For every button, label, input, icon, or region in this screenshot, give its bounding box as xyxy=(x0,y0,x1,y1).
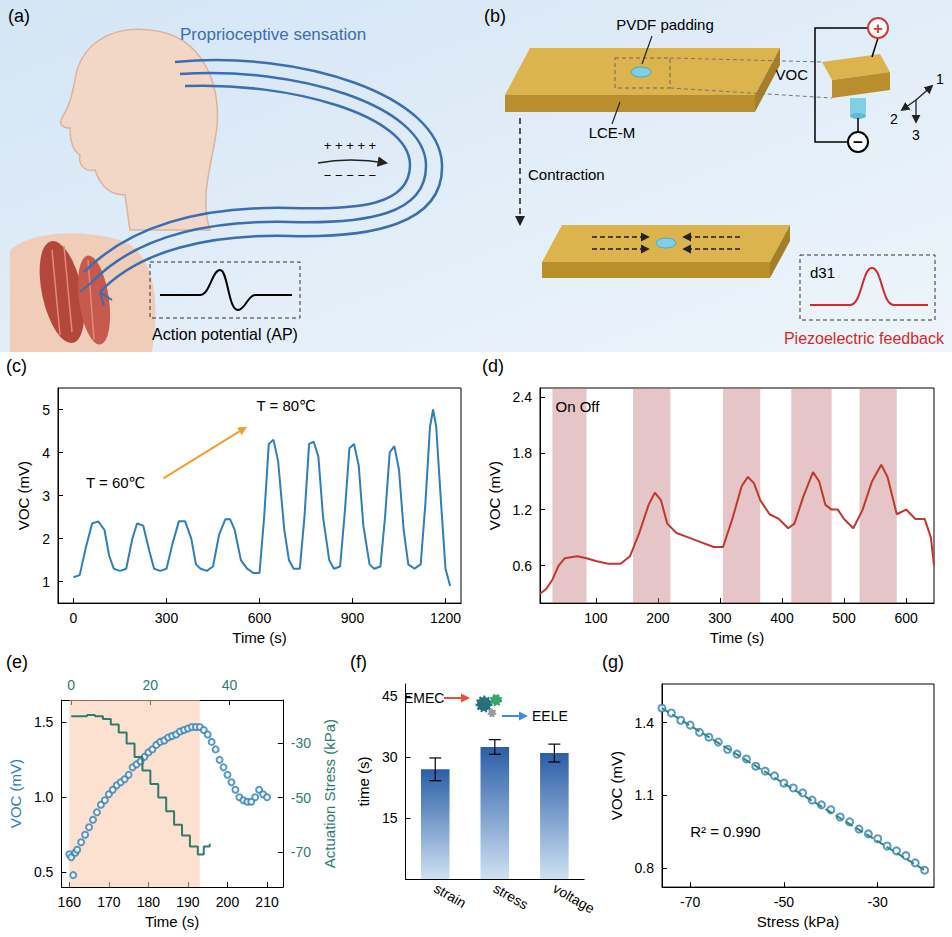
svg-text:PVDF padding: PVDF padding xyxy=(616,16,714,33)
svg-text:1.2: 1.2 xyxy=(513,502,533,518)
svg-text:Actuation Stress (kPa): Actuation Stress (kPa) xyxy=(321,719,338,868)
svg-text:Proprioceptive sensation: Proprioceptive sensation xyxy=(180,25,366,44)
svg-text:2: 2 xyxy=(42,531,50,547)
svg-text:Piezoelectric feedback: Piezoelectric feedback xyxy=(784,330,945,347)
svg-text:-70: -70 xyxy=(291,844,311,860)
svg-text:180: 180 xyxy=(137,894,161,910)
svg-text:0.8: 0.8 xyxy=(635,860,655,876)
svg-text:200: 200 xyxy=(216,894,240,910)
svg-text:1: 1 xyxy=(42,574,50,590)
svg-text:R² = 0.990: R² = 0.990 xyxy=(690,823,760,840)
svg-text:On Off: On Off xyxy=(556,398,601,415)
svg-text:1.4: 1.4 xyxy=(635,715,655,731)
html-text:(g): (g) xyxy=(602,652,624,672)
svg-text:400: 400 xyxy=(770,610,794,626)
svg-text:VOC: VOC xyxy=(775,66,808,83)
svg-text:1.8: 1.8 xyxy=(513,445,533,461)
svg-text:EMEC: EMEC xyxy=(404,690,444,706)
svg-text:20: 20 xyxy=(143,677,159,693)
svg-text:3: 3 xyxy=(42,488,50,504)
svg-text:(a): (a) xyxy=(8,6,30,26)
svg-text:T = 80℃: T = 80℃ xyxy=(256,397,316,414)
svg-text:time (s): time (s) xyxy=(355,757,372,807)
svg-text:4: 4 xyxy=(42,445,50,461)
svg-text:voltage: voltage xyxy=(550,880,597,917)
svg-text:0.6: 0.6 xyxy=(513,558,533,574)
svg-text:-30: -30 xyxy=(291,735,311,751)
svg-text:EELE: EELE xyxy=(532,708,568,724)
html-text:(d): (d) xyxy=(482,356,504,376)
html-text:(c): (c) xyxy=(6,356,27,376)
svg-text:T = 60℃: T = 60℃ xyxy=(86,474,146,491)
svg-text:300: 300 xyxy=(155,610,179,626)
svg-text:VOC (mV): VOC (mV) xyxy=(608,751,625,820)
html-text:(f): (f) xyxy=(350,652,367,672)
svg-text:+ + + + +: + + + + + xyxy=(324,138,376,153)
svg-text:3: 3 xyxy=(912,127,920,143)
svg-text:190: 190 xyxy=(176,894,200,910)
svg-text:LCE-M: LCE-M xyxy=(589,124,636,141)
svg-text:500: 500 xyxy=(832,610,856,626)
svg-text:300: 300 xyxy=(708,610,732,626)
svg-text:1.5: 1.5 xyxy=(34,714,54,730)
svg-text:+: + xyxy=(873,19,883,38)
svg-text:-50: -50 xyxy=(291,790,311,806)
svg-text:1200: 1200 xyxy=(430,610,461,626)
svg-text:d31: d31 xyxy=(810,264,835,281)
svg-text:15: 15 xyxy=(382,810,398,826)
svg-text:2.4: 2.4 xyxy=(513,389,533,405)
svg-text:Contraction: Contraction xyxy=(528,166,605,183)
svg-text:0.5: 0.5 xyxy=(34,864,54,880)
svg-text:160: 160 xyxy=(58,894,82,910)
svg-text:0: 0 xyxy=(70,610,78,626)
svg-text:Time (s): Time (s) xyxy=(232,629,286,646)
svg-text:0: 0 xyxy=(67,677,75,693)
svg-text:-70: -70 xyxy=(680,894,700,910)
svg-text:170: 170 xyxy=(97,894,121,910)
svg-text:200: 200 xyxy=(646,610,670,626)
svg-text:Time (s): Time (s) xyxy=(145,913,199,930)
svg-text:-50: -50 xyxy=(774,894,794,910)
svg-text:5: 5 xyxy=(42,402,50,418)
svg-text:VOC (mV): VOC (mV) xyxy=(7,759,24,828)
svg-text:1.1: 1.1 xyxy=(635,787,655,803)
svg-text:− − − − −: − − − − − xyxy=(324,168,376,183)
svg-text:−: − xyxy=(853,133,863,152)
svg-text:100: 100 xyxy=(584,610,608,626)
svg-text:45: 45 xyxy=(382,688,398,704)
svg-text:Action potential (AP): Action potential (AP) xyxy=(152,326,298,343)
svg-text:1.0: 1.0 xyxy=(34,789,54,805)
svg-text:900: 900 xyxy=(341,610,365,626)
svg-text:30: 30 xyxy=(382,749,398,765)
svg-text:2: 2 xyxy=(890,111,898,127)
svg-text:strain: strain xyxy=(431,880,469,911)
svg-text:600: 600 xyxy=(248,610,272,626)
svg-text:Time (s): Time (s) xyxy=(710,629,764,646)
html-text:(e): (e) xyxy=(6,652,28,672)
svg-text:1: 1 xyxy=(936,71,944,87)
svg-text:-30: -30 xyxy=(868,894,888,910)
svg-text:VOC (mV): VOC (mV) xyxy=(15,461,32,530)
svg-text:VOC (mV): VOC (mV) xyxy=(486,461,503,530)
svg-text:40: 40 xyxy=(222,677,238,693)
svg-text:210: 210 xyxy=(255,894,279,910)
svg-text:600: 600 xyxy=(894,610,918,626)
svg-text:stress: stress xyxy=(491,880,531,913)
svg-text:(b): (b) xyxy=(484,6,506,26)
svg-text:Stress (kPa): Stress (kPa) xyxy=(757,913,840,930)
